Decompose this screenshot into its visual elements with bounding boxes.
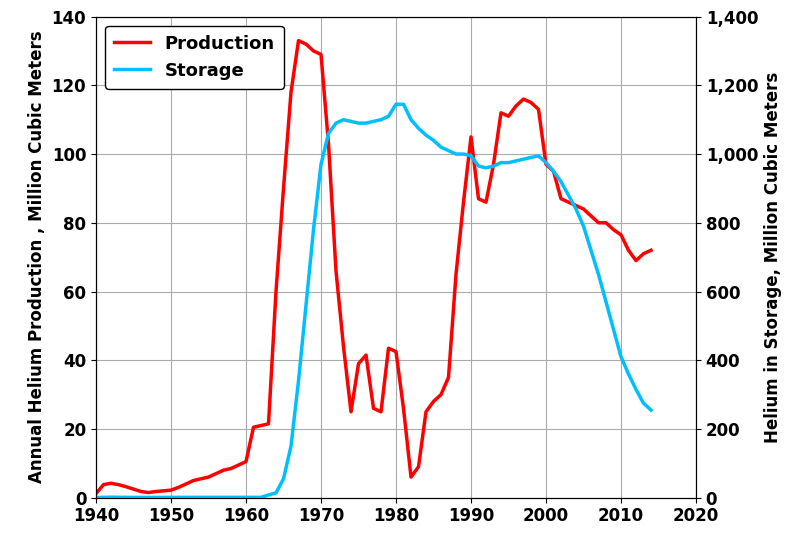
Production [136,488,146,495]
Production [541,161,550,168]
Storage [646,407,656,414]
Production [294,38,303,44]
Storage [556,178,566,185]
Storage [518,156,528,163]
Storage [534,153,543,159]
Line: Storage: Storage [96,104,651,498]
Storage [91,494,101,501]
Production [91,491,101,497]
Y-axis label: Helium in Storage, Million Cubic Meters: Helium in Storage, Million Cubic Meters [764,71,782,443]
Production [534,106,543,113]
Production [646,247,656,254]
Line: Production: Production [96,41,651,494]
Y-axis label: Annual Helium Production , Million Cubic Meters: Annual Helium Production , Million Cubic… [28,31,46,483]
Storage [136,494,146,501]
Storage [594,271,603,278]
Storage [541,159,550,166]
Production [518,96,528,102]
Production [594,220,603,226]
Storage [391,101,401,107]
Legend: Production, Storage: Production, Storage [105,25,284,88]
Production [556,195,566,202]
